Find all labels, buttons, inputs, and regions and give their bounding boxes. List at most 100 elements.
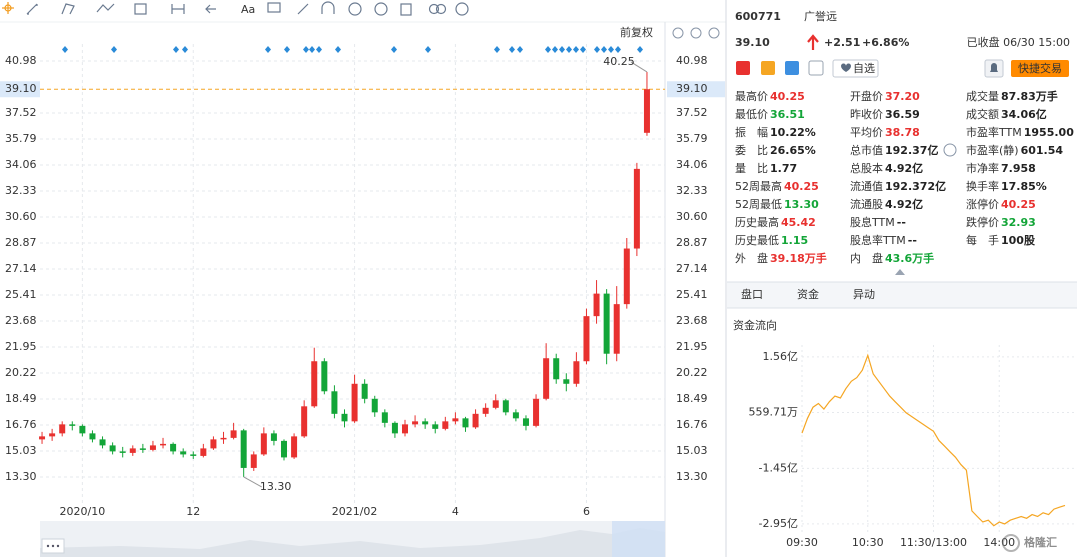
bolt-icon[interactable] <box>761 61 775 75</box>
stat-label: 流通值 <box>850 179 883 193</box>
y-tick-label: 37.52 <box>5 106 37 119</box>
y-tick-label-right: 34.06 <box>676 158 708 171</box>
candle-body <box>422 421 429 425</box>
flow-title: 资金流向 <box>733 318 777 332</box>
event-marker <box>111 46 117 53</box>
candle-body <box>482 407 489 414</box>
candle-body <box>139 448 146 450</box>
stat: 市盈率(静) 601.54 <box>966 143 1063 157</box>
line-tool[interactable] <box>26 3 38 15</box>
back-tool[interactable] <box>205 4 216 14</box>
channel-tool[interactable] <box>61 3 75 15</box>
y-tick-label-right: 23.68 <box>676 314 708 327</box>
candle-body <box>250 454 257 468</box>
price: 39.10 <box>735 36 770 49</box>
doc-icon[interactable] <box>808 60 824 76</box>
candle-body <box>442 421 449 429</box>
stat-value: 100股 <box>1001 234 1036 247</box>
stat: 市盈率TTM 1955.00 <box>966 125 1074 139</box>
tab[interactable]: 资金 <box>797 287 819 301</box>
y-tick-label-right: 35.79 <box>676 132 708 145</box>
font-button[interactable]: Aa <box>241 3 255 16</box>
more-icon[interactable] <box>943 143 957 157</box>
y-tick-label-right: 28.87 <box>676 236 708 249</box>
stat-value: 40.25 <box>784 180 819 193</box>
stat-label: 总市值 <box>850 143 883 157</box>
stat-value: 192.37亿 <box>885 143 938 157</box>
stat: 每 手 100股 <box>966 233 1036 247</box>
hide-tool[interactable] <box>374 2 388 16</box>
candle-body <box>593 293 600 317</box>
trade-button[interactable] <box>1011 60 1069 77</box>
candle-body <box>89 433 96 440</box>
tab[interactable]: 异动 <box>853 288 875 301</box>
stat-value: 34.06亿 <box>1001 107 1047 121</box>
magnet-tool[interactable] <box>321 1 335 14</box>
measure-tool[interactable] <box>171 4 185 14</box>
note-tool[interactable] <box>267 2 281 13</box>
stat-label: 52周最低 <box>735 198 782 211</box>
trade-label[interactable]: 快捷交易 <box>1018 61 1062 75</box>
y-tick-label: 28.87 <box>5 236 37 249</box>
stat-value: 17.85% <box>1001 180 1047 193</box>
event-marker <box>509 46 515 53</box>
zoom-out[interactable] <box>690 27 702 39</box>
candle-body <box>522 418 529 426</box>
event-markers <box>62 46 643 53</box>
settings-tool[interactable] <box>455 2 469 16</box>
crosshair-tool[interactable] <box>2 2 14 14</box>
event-marker <box>173 46 179 53</box>
stat-value: 601.54 <box>1021 144 1064 157</box>
candle-body <box>563 379 570 384</box>
fib-tool[interactable] <box>134 3 147 15</box>
candle-grid: 40.98 40.98 37.52 37.52 35.79 35.79 34.06 34.06… <box>0 44 725 518</box>
stat-value: -- <box>897 216 906 229</box>
stat-value: 36.51 <box>770 108 805 121</box>
y-tick-label-right: 30.60 <box>676 210 708 223</box>
candle-body <box>190 454 197 456</box>
link-tool[interactable] <box>428 3 440 15</box>
candle-body <box>149 445 156 450</box>
candle-body <box>59 424 66 434</box>
x-tick-label: 4 <box>452 505 459 518</box>
stat-label: 历史最高 <box>735 215 779 229</box>
zoom-in[interactable] <box>708 27 720 39</box>
flag-icon[interactable] <box>736 61 750 75</box>
event-marker <box>545 46 551 53</box>
adjust-mode[interactable]: 前复权 <box>620 25 653 39</box>
event-marker <box>265 46 271 53</box>
stat: 流通值 192.372亿 <box>850 179 946 193</box>
y-tick-label-right: 13.30 <box>676 470 708 483</box>
candle-body <box>69 424 76 426</box>
delete-tool[interactable] <box>400 3 412 16</box>
candle-body <box>230 430 237 438</box>
candle-body <box>613 304 620 354</box>
candle-body <box>49 433 56 437</box>
lock-tool[interactable] <box>348 2 362 16</box>
reset-button[interactable] <box>672 27 684 39</box>
watermark: 格隆汇 <box>1002 534 1057 552</box>
stat-label: 最低价 <box>735 108 768 121</box>
stat-value: 45.42 <box>781 216 816 229</box>
pen-tool[interactable] <box>297 3 309 15</box>
tag-icon[interactable] <box>785 61 799 75</box>
event-marker <box>284 46 290 53</box>
tab[interactable]: 盘口 <box>741 287 763 301</box>
event-marker <box>566 46 572 53</box>
event-marker <box>615 46 621 53</box>
candles: 40.25 13.30 <box>39 55 650 493</box>
y-tick-label-right: 37.52 <box>676 106 708 119</box>
stat: 成交量 87.83万手 <box>966 89 1058 103</box>
watch-label[interactable]: 自选 <box>853 62 875 75</box>
navigator-window[interactable] <box>612 521 665 557</box>
candle-body <box>220 437 227 440</box>
y-tick-label: 1.56亿 <box>763 350 799 363</box>
stat: 52周最高 40.25 <box>735 179 819 193</box>
y-tick-label-right: 16.76 <box>676 418 708 431</box>
stat-value: 10.22% <box>770 126 816 139</box>
wave-tool[interactable] <box>96 3 115 13</box>
y-tick-label: -2.95亿 <box>759 517 798 530</box>
navigator-area <box>40 528 665 557</box>
stat-label: 最高价 <box>735 89 768 103</box>
stat-value: 32.93 <box>1001 216 1036 229</box>
